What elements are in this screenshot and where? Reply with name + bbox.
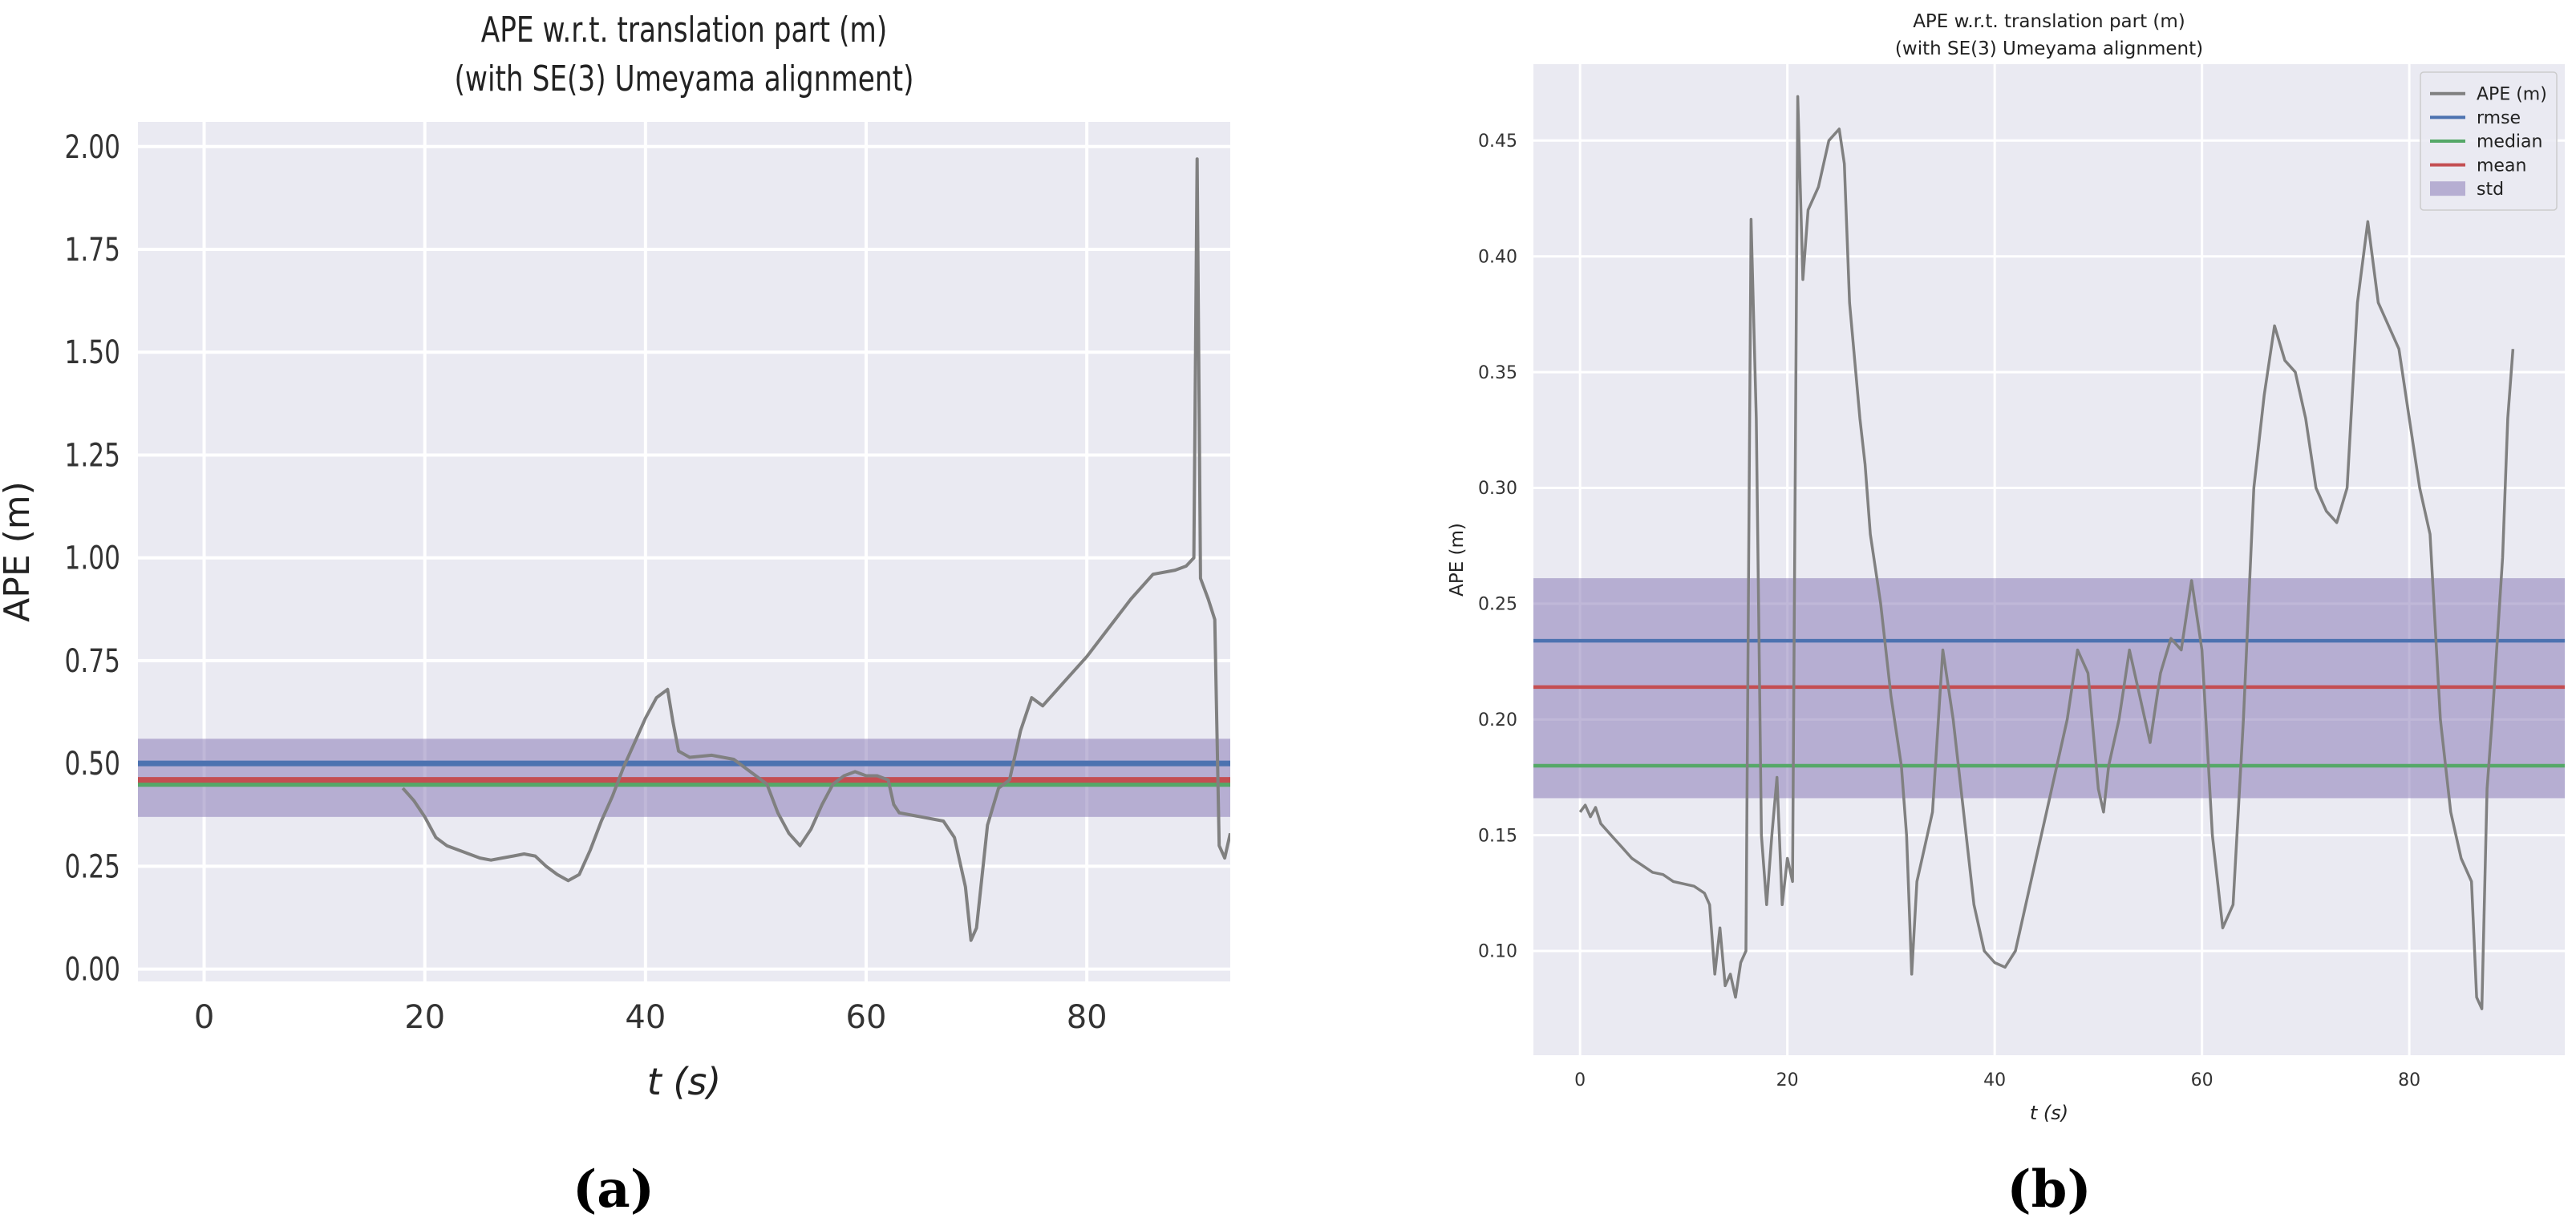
y-tick-label: 0.75 <box>65 643 120 680</box>
chart-title: APE w.r.t. translation part (m) <box>1913 11 2185 32</box>
chart-panel-b: 0.10 0.15 0.20 0.25 0.30 0.35 0.40 0.45 0 20 40 60 8… <box>1447 11 2565 1220</box>
chart-title: APE w.r.t. translation part (m) <box>481 10 887 51</box>
x-tick-label: 0 <box>194 999 214 1036</box>
y-tick-label: 0.10 <box>1478 942 1517 962</box>
legend-entry: std <box>2477 180 2504 200</box>
y-axis-label: APE (m) <box>1447 523 1468 597</box>
legend-entry: APE (m) <box>2477 85 2547 105</box>
y-axis-label: APE (m) <box>0 481 38 622</box>
y-tick-label: 1.25 <box>65 438 120 475</box>
panel-label: (a) <box>573 1159 654 1220</box>
y-tick-label: 1.00 <box>65 540 120 577</box>
y-tick-label: 0.30 <box>1478 479 1517 499</box>
x-tick-label: 20 <box>404 999 445 1036</box>
legend-box <box>2420 71 2558 211</box>
x-tick-label: 20 <box>1776 1070 1799 1090</box>
x-tick-label: 40 <box>625 999 666 1036</box>
y-tick-label: 0.15 <box>1478 826 1517 846</box>
x-axis-label: t (s) <box>647 1060 722 1103</box>
x-axis-label: t (s) <box>2030 1102 2068 1124</box>
y-tick-label: 0.20 <box>1478 710 1517 730</box>
legend: APE (m) rmse median mean std <box>2420 71 2558 211</box>
y-tick-label: 0.25 <box>1478 595 1517 615</box>
legend-entry: rmse <box>2477 108 2521 128</box>
ape-series-line <box>401 157 1230 942</box>
chart-panel-a: 0.00 0.25 0.50 0.75 1.00 1.25 1.50 1.75 2.00 0 20 4… <box>0 10 1230 1220</box>
x-tick-label: 60 <box>2191 1070 2213 1090</box>
legend-entry: median <box>2477 132 2542 152</box>
plot-area <box>1533 64 2565 1055</box>
y-tick-label: 0.35 <box>1478 363 1517 383</box>
y-tick-label: 1.75 <box>65 232 120 269</box>
legend-entry: mean <box>2477 156 2526 176</box>
y-tick-label: 0.45 <box>1478 131 1517 152</box>
x-tick-label: 0 <box>1574 1070 1586 1090</box>
x-tick-label: 60 <box>846 999 887 1036</box>
x-tick-label: 80 <box>1067 999 1108 1036</box>
y-tick-label: 1.50 <box>65 335 120 372</box>
y-tick-label: 0.25 <box>65 849 120 886</box>
x-tick-label: 40 <box>1983 1070 2006 1090</box>
y-tick-label: 0.40 <box>1478 247 1517 267</box>
x-tick-label: 80 <box>2398 1070 2420 1090</box>
y-tick-label: 0.50 <box>65 746 120 783</box>
y-tick-label: 0.00 <box>65 952 120 989</box>
plot-area <box>138 122 1230 981</box>
ape-series-line <box>1578 95 2515 1010</box>
chart-subtitle: (with SE(3) Umeyama alignment) <box>1895 38 2203 59</box>
chart-subtitle: (with SE(3) Umeyama alignment) <box>455 59 914 99</box>
panel-label: (b) <box>2007 1159 2091 1220</box>
y-tick-label: 2.00 <box>65 129 120 166</box>
legend-swatch-std <box>2430 181 2465 196</box>
